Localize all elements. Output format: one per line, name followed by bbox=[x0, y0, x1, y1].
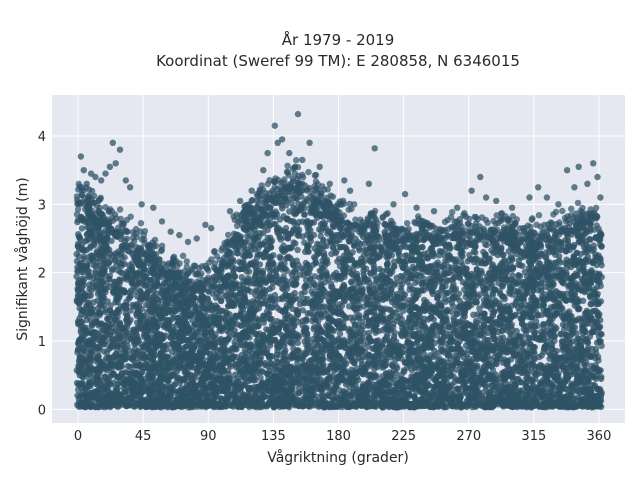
data-point bbox=[257, 374, 264, 381]
data-point bbox=[295, 219, 302, 226]
data-point bbox=[263, 326, 270, 333]
data-point bbox=[300, 267, 307, 274]
data-point bbox=[252, 291, 259, 299]
chart-title-line-1: År 1979 - 2019 bbox=[282, 30, 395, 49]
data-point bbox=[398, 371, 405, 378]
data-point bbox=[396, 251, 403, 259]
data-point bbox=[525, 334, 532, 341]
data-point bbox=[74, 218, 81, 226]
data-point bbox=[316, 274, 323, 281]
data-point bbox=[598, 262, 605, 269]
data-point bbox=[447, 372, 455, 379]
data-point bbox=[570, 328, 577, 336]
data-point bbox=[232, 371, 239, 378]
data-point bbox=[579, 297, 587, 304]
data-point bbox=[442, 298, 449, 305]
data-point bbox=[453, 366, 460, 373]
data-point bbox=[428, 314, 435, 321]
data-point bbox=[108, 267, 116, 274]
data-point bbox=[498, 282, 506, 289]
data-point bbox=[273, 351, 281, 358]
data-point bbox=[316, 226, 323, 233]
data-point bbox=[365, 343, 372, 350]
data-point bbox=[470, 311, 477, 318]
data-point bbox=[593, 339, 601, 346]
data-point bbox=[320, 303, 327, 310]
chart-title-line-2: Koordinat (Sweref 99 TM): E 280858, N 63… bbox=[156, 52, 520, 70]
data-point bbox=[112, 257, 119, 264]
data-point bbox=[291, 289, 298, 297]
data-points bbox=[73, 157, 605, 411]
data-point bbox=[123, 235, 131, 242]
data-point bbox=[78, 225, 86, 232]
data-point bbox=[294, 359, 301, 366]
data-point bbox=[559, 363, 566, 370]
data-point bbox=[424, 249, 432, 256]
data-point bbox=[294, 246, 301, 254]
